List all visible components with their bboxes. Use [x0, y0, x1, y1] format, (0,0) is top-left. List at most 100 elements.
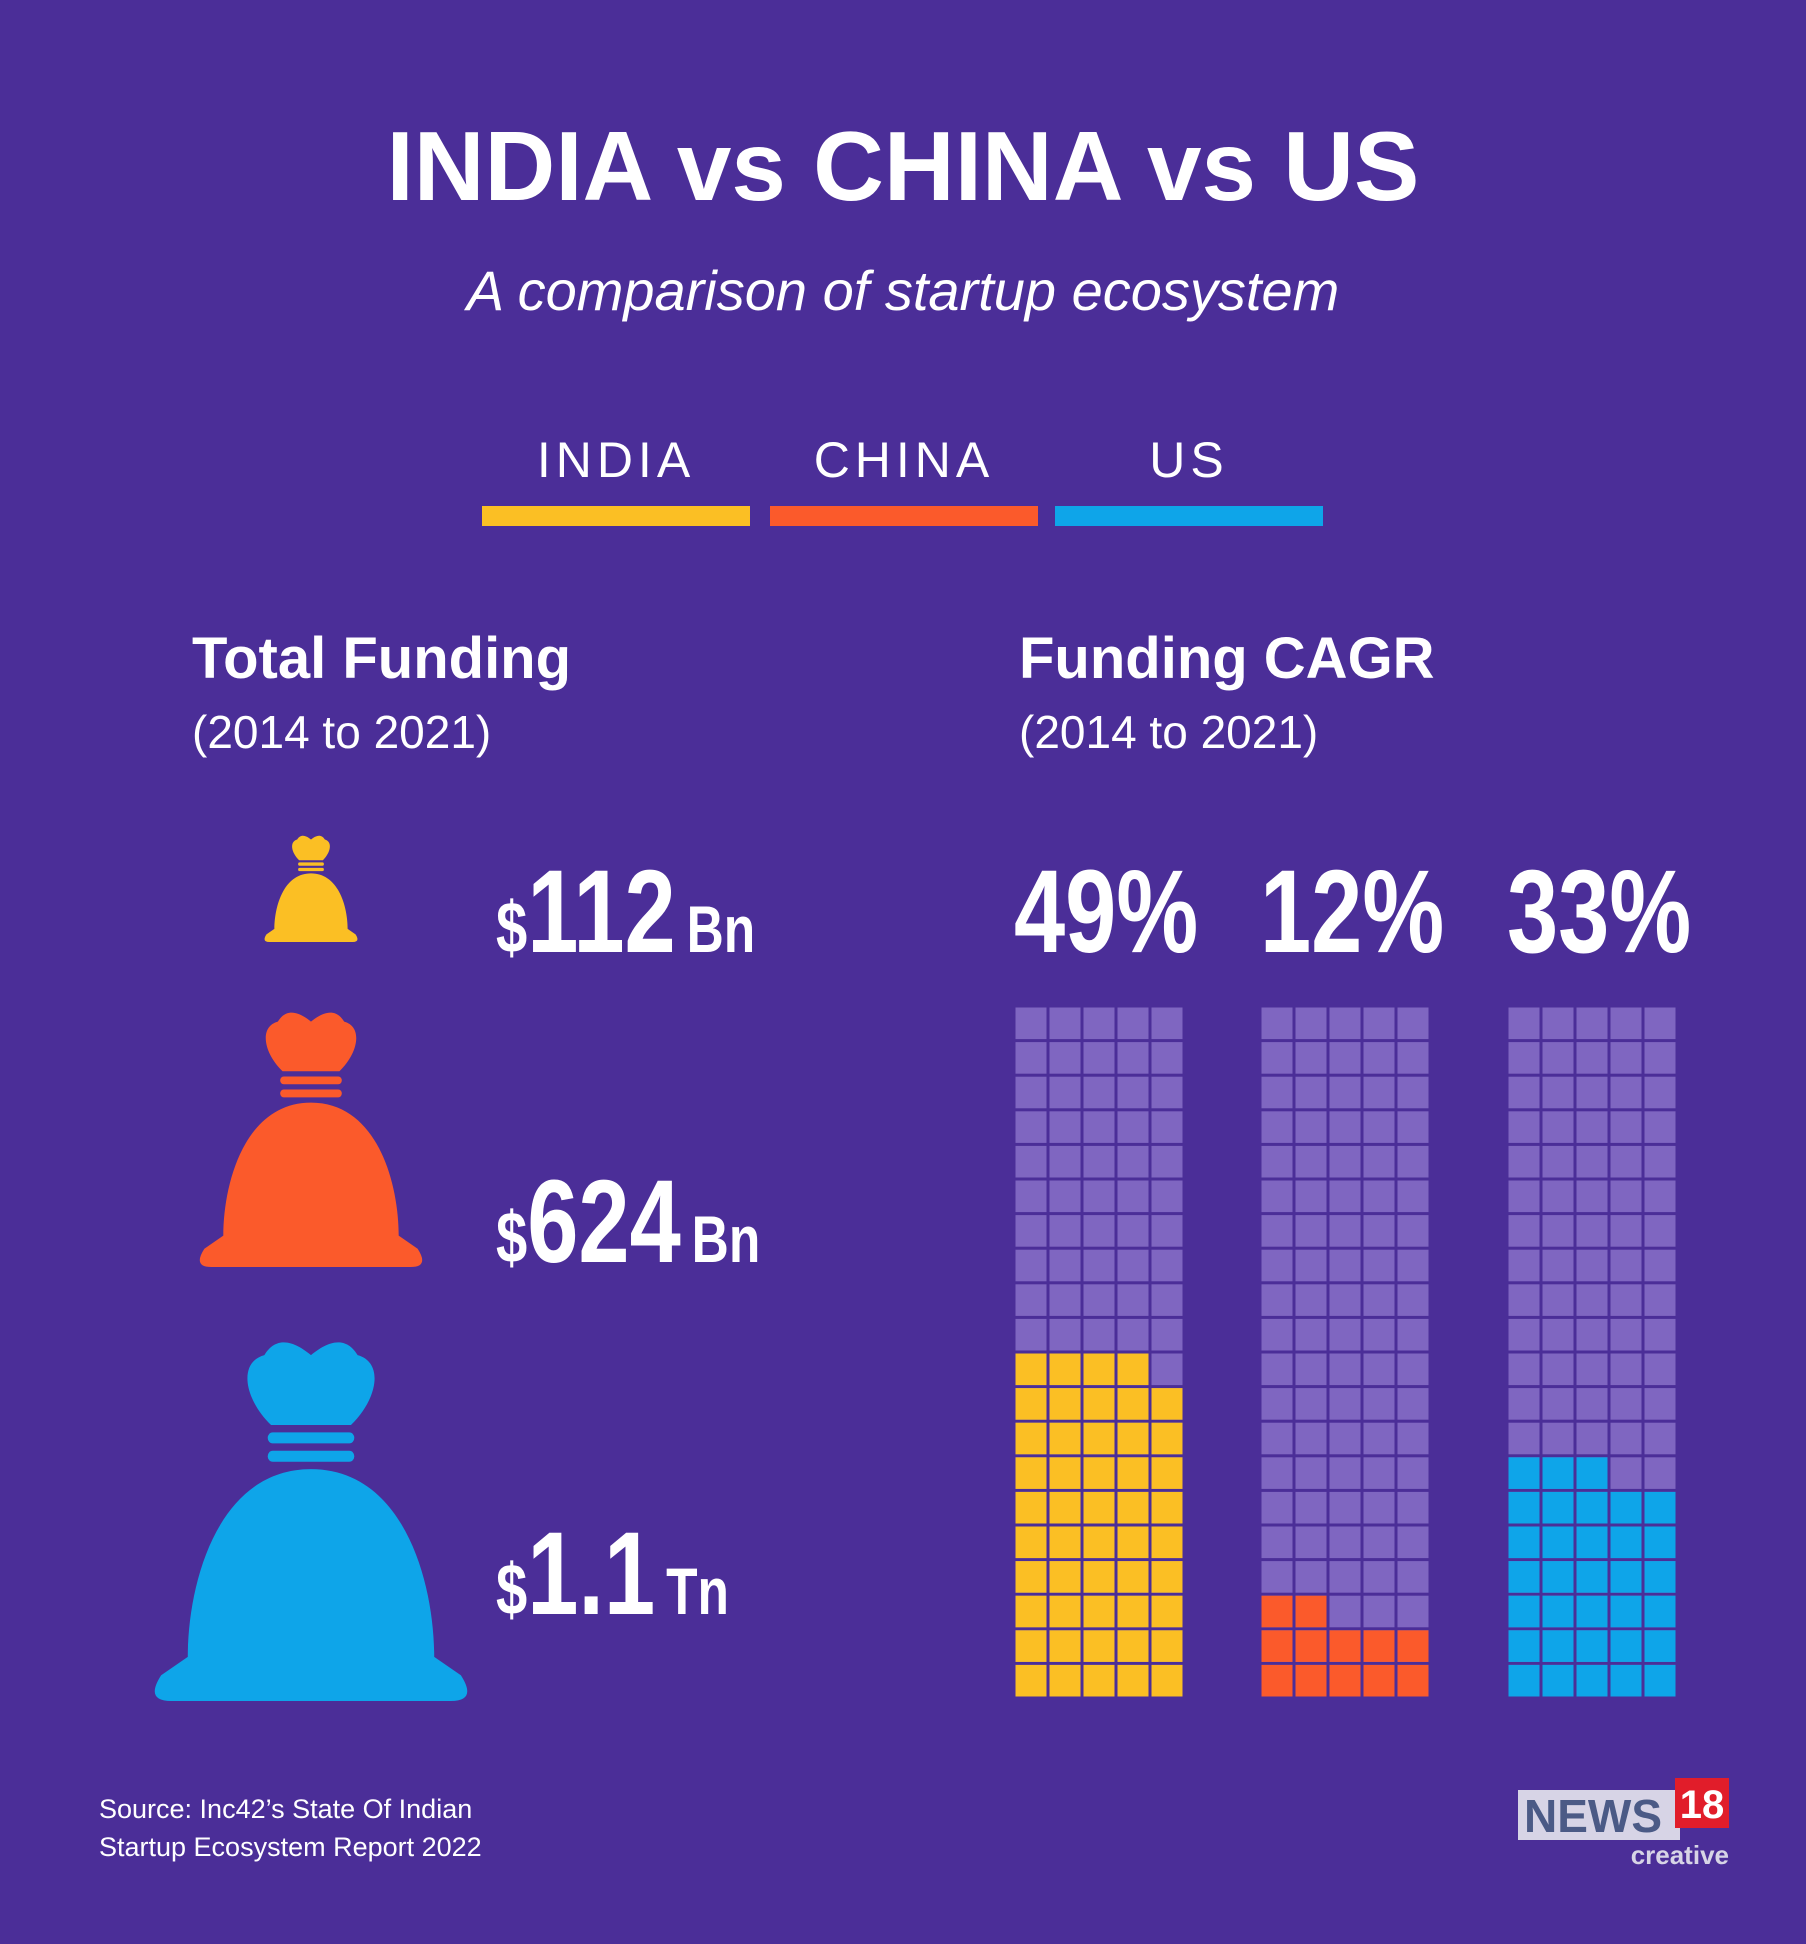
- waffle-filled-cell: [1610, 1595, 1642, 1628]
- waffle-cell: [1261, 1388, 1293, 1420]
- waffle-filled-cell: [1397, 1630, 1429, 1662]
- waffle-cell: [1295, 1318, 1327, 1351]
- waffle-cell: [1542, 1388, 1574, 1420]
- waffle-cell: [1397, 1353, 1429, 1386]
- waffle-filled-cell: [1295, 1630, 1327, 1662]
- waffle-cell: [1363, 1076, 1395, 1109]
- waffle-filled-cell: [1576, 1491, 1608, 1524]
- waffle-cell: [1610, 1111, 1642, 1143]
- waffle-filled-cell: [1083, 1353, 1115, 1386]
- waffle-filled-cell: [1151, 1526, 1183, 1559]
- value-label: 33%: [1507, 846, 1691, 978]
- currency: $: [496, 1197, 527, 1277]
- waffle-cell: [1363, 1284, 1395, 1316]
- waffle-cell: [1151, 1076, 1183, 1109]
- waffle-fill: [1261, 1595, 1429, 1697]
- waffle-cell: [1015, 1249, 1047, 1282]
- waffle-filled-cell: [1015, 1664, 1047, 1697]
- waffle-cell: [1644, 1007, 1676, 1040]
- waffle-filled-cell: [1542, 1561, 1574, 1593]
- waffle-cell: [1576, 1042, 1608, 1074]
- waffle-cell: [1295, 1422, 1327, 1455]
- waffle-filled-cell: [1151, 1595, 1183, 1628]
- waffle-cell: [1644, 1180, 1676, 1213]
- waffle-cell: [1397, 1145, 1429, 1178]
- waffle-cell: [1397, 1042, 1429, 1074]
- waffle-cell: [1295, 1145, 1327, 1178]
- logo-box: [1518, 1790, 1680, 1840]
- waffle-cell: [1329, 1249, 1361, 1282]
- waffle-cell: [1329, 1318, 1361, 1351]
- waffle-cell: [1542, 1111, 1574, 1143]
- waffle-filled-cell: [1083, 1664, 1115, 1697]
- waffle-cell: [1576, 1249, 1608, 1282]
- waffle-cell: [1363, 1422, 1395, 1455]
- unit: Tn: [666, 1554, 729, 1629]
- waffle-cell: [1261, 1180, 1293, 1213]
- waffle-cell: [1261, 1249, 1293, 1282]
- waffle-cell: [1049, 1145, 1081, 1178]
- waffle-filled-cell: [1117, 1491, 1149, 1524]
- waffle-cell: [1508, 1076, 1540, 1109]
- waffle-filled-cell: [1610, 1630, 1642, 1662]
- bag-band: [298, 867, 324, 872]
- waffle-cell: [1644, 1284, 1676, 1316]
- waffle-cell: [1015, 1180, 1047, 1213]
- waffle-filled-cell: [1151, 1457, 1183, 1489]
- waffle-cell: [1363, 1180, 1395, 1213]
- waffle-cell: [1329, 1422, 1361, 1455]
- waffle-cell: [1329, 1491, 1361, 1524]
- waffle-filled-cell: [1610, 1526, 1642, 1559]
- waffle-cell: [1576, 1180, 1608, 1213]
- waffle-cell: [1117, 1042, 1149, 1074]
- waffle-cell: [1397, 1526, 1429, 1559]
- waffle-cell: [1576, 1388, 1608, 1420]
- waffle-filled-cell: [1049, 1491, 1081, 1524]
- legend-swatch: [1055, 506, 1323, 526]
- waffle-filled-cell: [1015, 1491, 1047, 1524]
- waffle-cell: [1295, 1491, 1327, 1524]
- waffle-cell: [1015, 1007, 1047, 1040]
- waffle-cell: [1329, 1526, 1361, 1559]
- bag-body: [154, 1469, 468, 1701]
- waffle-cell: [1397, 1249, 1429, 1282]
- waffle-cell: [1610, 1249, 1642, 1282]
- waffle-cell: [1508, 1180, 1540, 1213]
- waffle-cell: [1644, 1215, 1676, 1247]
- waffle-filled-cell: [1015, 1388, 1047, 1420]
- waffle-cell: [1542, 1318, 1574, 1351]
- waffle-filled-cell: [1610, 1664, 1642, 1697]
- waffle-cell: [1576, 1284, 1608, 1316]
- waffle-cell: [1015, 1215, 1047, 1247]
- waffle-cell: [1610, 1042, 1642, 1074]
- waffle-filled-cell: [1049, 1422, 1081, 1455]
- waffle-cell: [1261, 1561, 1293, 1593]
- waffle-cell: [1397, 1076, 1429, 1109]
- waffle-cell: [1261, 1284, 1293, 1316]
- waffle-cell: [1542, 1042, 1574, 1074]
- waffle-filled-cell: [1397, 1664, 1429, 1697]
- waffle-filled-cell: [1117, 1595, 1149, 1628]
- waffle-filled-cell: [1576, 1630, 1608, 1662]
- waffle-cell: [1117, 1318, 1149, 1351]
- waffle-filled-cell: [1049, 1353, 1081, 1386]
- waffle-cell: [1508, 1145, 1540, 1178]
- waffle-cell: [1117, 1249, 1149, 1282]
- waffle-filled-cell: [1542, 1630, 1574, 1662]
- waffle-filled-cell: [1015, 1422, 1047, 1455]
- waffle-cell: [1261, 1353, 1293, 1386]
- waffle-cell: [1363, 1457, 1395, 1489]
- waffle-cell: [1363, 1215, 1395, 1247]
- waffle-filled-cell: [1644, 1561, 1676, 1593]
- waffle-cell: [1049, 1007, 1081, 1040]
- waffle-cell: [1397, 1388, 1429, 1420]
- waffle-filled-cell: [1049, 1630, 1081, 1662]
- waffle-cell: [1644, 1353, 1676, 1386]
- waffle-cell: [1295, 1561, 1327, 1593]
- waffle-cell: [1363, 1249, 1395, 1282]
- waffle-cell: [1576, 1145, 1608, 1178]
- value-label: 12%: [1260, 846, 1444, 978]
- logo: NEWS 18 creative: [1518, 1778, 1729, 1870]
- logo-number: 18: [1680, 1783, 1725, 1827]
